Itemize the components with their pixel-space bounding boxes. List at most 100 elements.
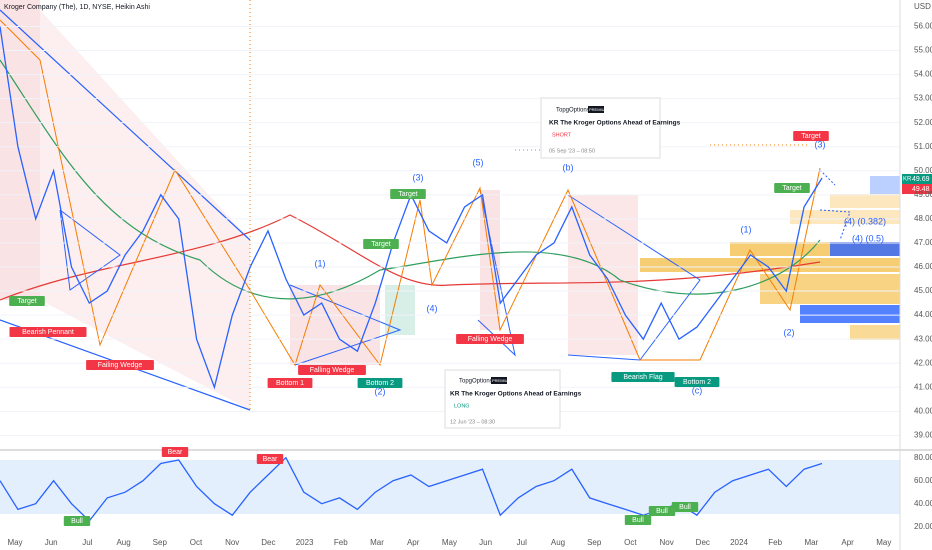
- x-tick-label: Mar: [370, 538, 384, 547]
- profile: [850, 325, 900, 340]
- tag: Falling Wedge: [468, 336, 513, 343]
- tag: Failing Wedge: [98, 362, 143, 369]
- y-tick-label: 40.00: [914, 406, 932, 415]
- tag: Bear: [168, 449, 183, 456]
- y-tick-label: 42.00: [914, 358, 932, 367]
- x-tick-label: 2024: [730, 538, 748, 547]
- tag-bg: [9, 327, 87, 337]
- x-tick-label: Jun: [479, 538, 492, 547]
- y-tick-label: 45.00: [914, 286, 932, 295]
- x-tick-label: Nov: [659, 538, 673, 547]
- tag: Bull: [656, 508, 668, 515]
- y-tick-label: 40.00: [914, 499, 932, 508]
- tag-bg: [161, 447, 189, 457]
- tag-bg: [267, 378, 313, 388]
- idea-title: KR The Kroger Options Ahead of Earnings: [549, 120, 681, 127]
- tag-bg: [357, 378, 403, 388]
- x-tick-label: May: [876, 538, 891, 547]
- time: 12 Jun '23 – 08:30: [450, 419, 495, 425]
- tag-bg: [624, 515, 652, 525]
- wave-label: (c): [692, 385, 703, 395]
- y-tick-label: 54.00: [914, 70, 932, 79]
- y-tick-label: 48.00: [914, 214, 932, 223]
- idea-title: KR The Kroger Options Ahead of Earnings: [450, 391, 582, 398]
- projection: [819, 169, 851, 241]
- tag: Falling Wedge: [310, 367, 355, 374]
- profile: [830, 242, 900, 256]
- wave-label: (1): [315, 258, 326, 268]
- y-tick-label: 44.00: [914, 310, 932, 319]
- y-tick-label: 80.00: [914, 453, 932, 462]
- profile: [640, 258, 900, 272]
- wave-label: (b): [563, 162, 574, 172]
- x-tick-label: Apr: [407, 538, 420, 547]
- x-tick-label: Jul: [517, 538, 527, 547]
- x-tick-label: May: [442, 538, 457, 547]
- price-tag: [902, 174, 932, 184]
- tag: Target: [17, 298, 37, 305]
- pattern: [59, 209, 121, 291]
- y-tick-label: 53.00: [914, 94, 932, 103]
- tag-bg: [774, 183, 810, 193]
- tag-bg: [456, 334, 524, 344]
- tag-bg: [298, 365, 366, 375]
- x-tick-label: Feb: [334, 538, 348, 547]
- pattern: [477, 189, 516, 357]
- tag-bg: [793, 131, 829, 141]
- price-tag: [902, 184, 932, 194]
- tag-bg: [611, 372, 675, 382]
- x-tick-label: Aug: [551, 538, 565, 547]
- y-tick-label: 39.00: [914, 430, 932, 439]
- x-tick-label: Jun: [45, 538, 58, 547]
- y-tick-label: 41.00: [914, 382, 932, 391]
- x-tick-label: Jul: [82, 538, 92, 547]
- x-tick-label: Nov: [225, 538, 239, 547]
- time: 05 Sep '23 – 08:50: [549, 148, 595, 154]
- y-tick-label: 56.00: [914, 22, 932, 31]
- wave-label: (2): [375, 386, 386, 396]
- tag: Bear: [263, 456, 278, 463]
- x-tick-label: Aug: [116, 538, 130, 547]
- profile: [870, 176, 900, 194]
- moving-average: [0, 214, 821, 301]
- symbol: KR: [903, 177, 912, 183]
- tag: Target: [782, 185, 802, 192]
- wave-label: (4) (0.382): [844, 216, 886, 226]
- badge-bg: [588, 106, 604, 113]
- badge-bg: [491, 377, 507, 384]
- badge: PREMIUM: [492, 378, 511, 383]
- tag: Bottom 2: [683, 379, 711, 386]
- rsi-band: [0, 460, 900, 514]
- y-tick-label: 46.00: [914, 262, 932, 271]
- tag-bg: [671, 502, 699, 512]
- x-tick-label: Mar: [805, 538, 819, 547]
- x-tick-label: Sep: [587, 538, 602, 547]
- tag: Bull: [632, 517, 644, 524]
- x-tick-label: 2023: [296, 538, 314, 547]
- x-tick-label: Oct: [624, 538, 637, 547]
- y-tick-label: 55.00: [914, 46, 932, 55]
- y-tick-label: 50.00: [914, 166, 932, 175]
- tag: Bearish Pennant: [22, 329, 74, 336]
- x-tick-label: May: [7, 538, 22, 547]
- x-tick-label: Oct: [190, 538, 203, 547]
- tag: Bull: [679, 504, 691, 511]
- wave-label: (5): [473, 157, 484, 167]
- tag-bg: [363, 239, 399, 249]
- tag: Target: [398, 191, 418, 198]
- idea-card[interactable]: TopgOptions PREMIUM KR The Kroger Option…: [540, 97, 681, 159]
- side: SHORT: [552, 132, 572, 138]
- tag-bg: [9, 296, 45, 306]
- y-tick-label: 49.00: [914, 190, 932, 199]
- price-tag-label: 49.48: [912, 186, 930, 193]
- idea-card[interactable]: TopgOptions PREMIUM KR The Kroger Option…: [444, 369, 582, 429]
- y-tick-label: 52.00: [914, 118, 932, 127]
- x-tick-label: Apr: [841, 538, 854, 547]
- trend-line: [0, 9, 251, 241]
- price-tag-label: 49.69: [912, 176, 930, 183]
- x-tick-label: Dec: [696, 538, 710, 547]
- pattern: [289, 284, 402, 366]
- wave-label: (1): [741, 224, 752, 234]
- x-tick-label: Feb: [768, 538, 782, 547]
